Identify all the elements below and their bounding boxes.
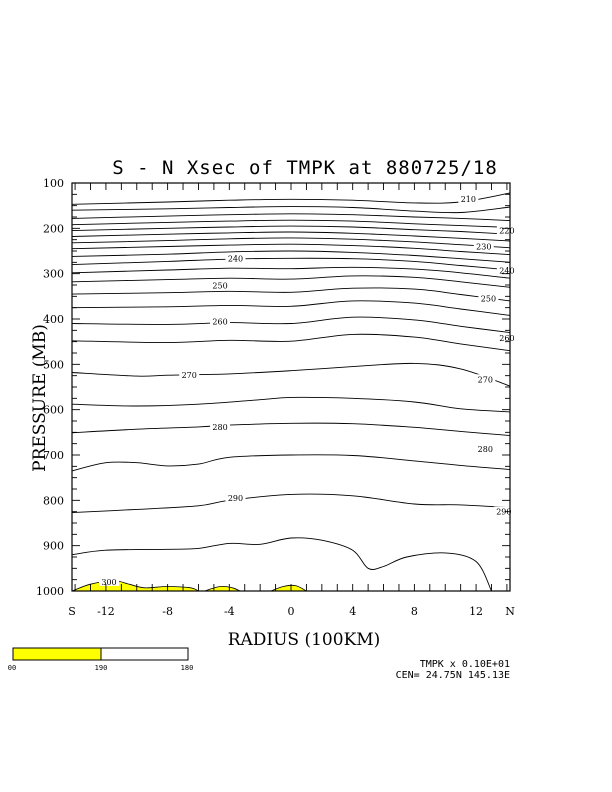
contour-line-0 — [71, 192, 511, 205]
contour-line-6 — [71, 237, 511, 249]
contour-label-10: 270 — [478, 375, 493, 384]
contour-label-7: 260 — [212, 317, 227, 326]
x-tick-label-3: -4 — [224, 605, 235, 618]
x-tick-label-0: S — [68, 605, 76, 618]
contour-label-bg-15 — [99, 576, 120, 586]
contour-label-bg-0 — [458, 193, 479, 203]
contour-label-bg-12 — [475, 444, 496, 454]
contour-label-bg-6 — [478, 293, 499, 303]
contour-line-13 — [71, 300, 511, 316]
contour-label-bg-8 — [496, 333, 517, 343]
x-tick-labels: S -12 -8 -4 0 4 8 12 N — [68, 605, 515, 618]
contour-line-14 — [71, 316, 511, 334]
y-tick-label-6: 700 — [43, 449, 64, 462]
contour-label-bg-4 — [496, 265, 517, 275]
contour-label-bg-9 — [179, 370, 200, 380]
y-tick-labels: 100 200 300 400 500 600 700 800 900 1000 — [36, 177, 64, 598]
y-tick-label-3: 400 — [43, 313, 64, 326]
contour-line-20 — [71, 493, 511, 514]
contour-label-9: 270 — [182, 371, 197, 380]
contour-label-bg-5 — [210, 280, 231, 290]
y-axis-label: PRESSURE (MB) — [30, 324, 50, 472]
contour-label-bg-10 — [475, 374, 496, 384]
x-axis-label: RADIUS (100KM) — [228, 630, 381, 650]
x-tick-label-2: -8 — [162, 605, 173, 618]
y-tick-label-1: 200 — [43, 222, 64, 235]
y-tick-label-8: 900 — [43, 540, 64, 553]
y-tick-label-9: 1000 — [36, 585, 64, 598]
legend-label-0: 00 — [8, 664, 16, 672]
contour-line-4 — [71, 225, 511, 235]
legend-label-1: 190 — [95, 664, 108, 672]
contour-line-7 — [71, 243, 511, 256]
contour-line-2 — [71, 213, 511, 222]
x-tick-label-4: 0 — [288, 605, 295, 618]
x-tick-label-6: 8 — [411, 605, 418, 618]
x-tick-label-7: 12 — [469, 605, 483, 618]
contour-line-15 — [71, 333, 511, 352]
contour-label-12: 280 — [478, 445, 493, 454]
ticks — [72, 182, 510, 592]
x-tick-label-1: -12 — [97, 605, 115, 618]
contour-line-10 — [71, 266, 511, 279]
contour-label-bg-11 — [210, 421, 231, 431]
color-legend: 00 190 180 — [8, 647, 194, 672]
legend-swatch-white — [100, 647, 189, 661]
y-tick-label-7: 800 — [43, 494, 64, 507]
shaded-region-2 — [270, 584, 307, 592]
contour-label-4: 240 — [499, 266, 514, 275]
contour-line-5 — [71, 231, 511, 242]
contour-label-13: 290 — [228, 494, 243, 503]
legend-swatch-yellow — [12, 647, 102, 661]
contour-line-1 — [71, 206, 511, 214]
contour-line-11 — [71, 275, 511, 288]
contour-line-17 — [71, 396, 511, 413]
contour-line-18 — [71, 422, 511, 436]
contour-label-2: 230 — [476, 242, 491, 251]
contour-labels: 210 220 230 240 240 250 250 260 260 270 270 280 280 2… — [99, 193, 517, 587]
contour-line-21 — [71, 537, 492, 592]
shaded-region-0 — [71, 580, 199, 592]
y-tick-label-2: 300 — [43, 268, 64, 281]
chart-title: S - N Xsec of TMPK at 880725/18 — [112, 157, 498, 179]
footer-scale: TMPK x 0.10E+01 — [420, 659, 510, 670]
contour-label-8: 260 — [499, 334, 514, 343]
contour-line-19 — [71, 454, 511, 472]
contour-line-16 — [71, 362, 511, 387]
contour-label-11: 280 — [212, 423, 227, 432]
y-tick-label-0: 100 — [43, 177, 64, 190]
contour-label-bg-13 — [225, 493, 246, 503]
contour-label-bg-7 — [210, 316, 231, 326]
contour-label-6: 250 — [481, 295, 496, 304]
x-tick-label-5: 4 — [349, 605, 356, 618]
contour-line-12 — [71, 287, 511, 302]
contour-label-bg-14 — [493, 506, 514, 516]
contour-label-3: 240 — [228, 254, 243, 263]
contour-label-14: 290 — [496, 508, 511, 517]
contour-label-bg-3 — [225, 253, 246, 263]
contour-label-5: 250 — [212, 281, 227, 290]
y-tick-label-4: 500 — [43, 358, 64, 371]
footer-center: CEN= 24.75N 145.13E — [396, 670, 510, 681]
contour-label-bg-1 — [496, 225, 517, 235]
x-tick-label-8: N — [505, 605, 515, 618]
contour-lines — [71, 192, 511, 592]
contour-label-0: 210 — [461, 195, 476, 204]
contour-line-9 — [71, 257, 511, 271]
legend-label-2: 180 — [181, 664, 194, 672]
contour-label-1: 220 — [499, 227, 514, 236]
contour-label-bg-2 — [473, 241, 494, 251]
contour-line-3 — [71, 219, 511, 228]
shaded-region-1 — [204, 585, 241, 592]
contour-label-15: 300 — [101, 578, 116, 587]
contour-line-8 — [71, 250, 511, 263]
y-tick-label-5: 600 — [43, 404, 64, 417]
